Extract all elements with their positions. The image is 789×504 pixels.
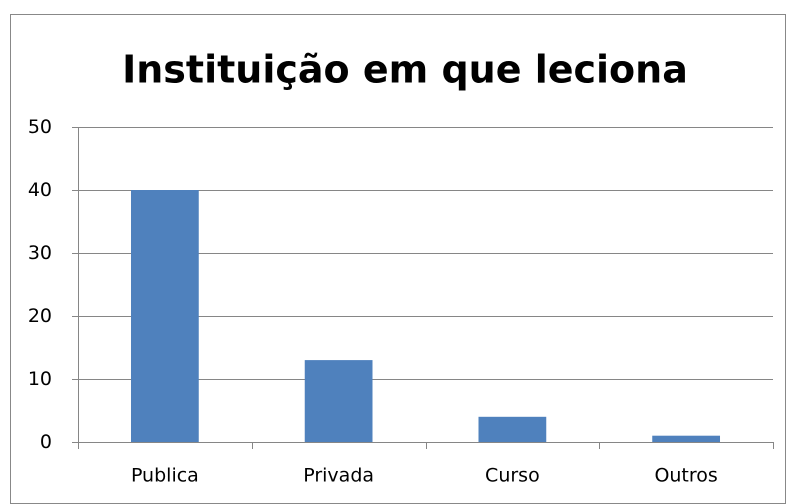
y-tick-label: 40 [28, 179, 52, 201]
x-tick-label: Publica [131, 465, 199, 487]
bar [130, 190, 199, 442]
y-tick-label: 10 [28, 368, 52, 390]
y-tick-label: 20 [28, 305, 52, 327]
y-tick-label: 50 [28, 116, 52, 138]
bar [478, 416, 547, 442]
x-tick-label: Outros [654, 465, 717, 487]
y-tick-label: 30 [28, 242, 52, 264]
bar [304, 360, 373, 442]
x-tick-label: Curso [485, 465, 540, 487]
bar [652, 435, 721, 442]
x-tick-label: Privada [303, 465, 374, 487]
y-tick-label: 0 [40, 431, 52, 453]
chart-title: Instituição em que leciona [122, 48, 688, 92]
